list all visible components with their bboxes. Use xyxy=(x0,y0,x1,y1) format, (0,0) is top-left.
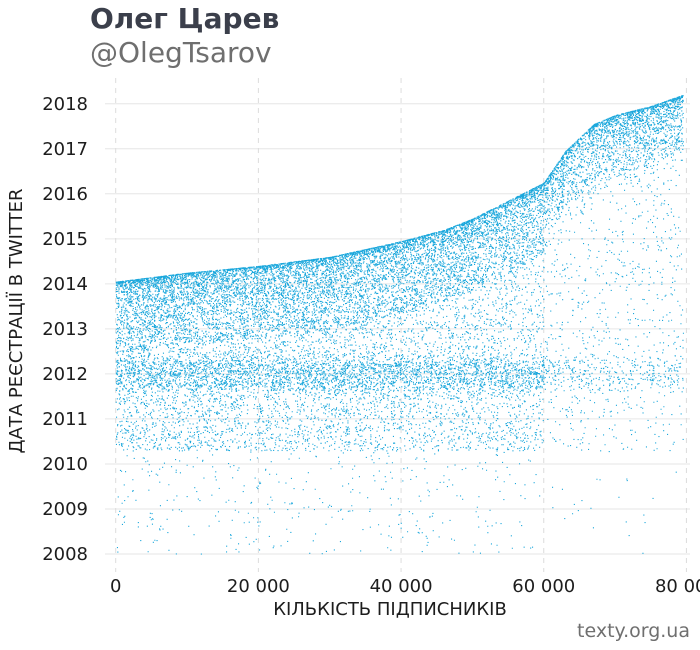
y-tick-label: 2017 xyxy=(42,139,88,160)
y-tick-label: 2015 xyxy=(42,229,88,250)
source-credit: texty.org.ua xyxy=(577,620,690,642)
chart-subtitle: @OlegTsarov xyxy=(90,36,272,69)
x-tick-label: 0 xyxy=(110,576,121,597)
y-tick-label: 2012 xyxy=(42,364,88,385)
scatter-points xyxy=(115,95,684,555)
y-tick-label: 2016 xyxy=(42,184,88,205)
y-tick-label: 2009 xyxy=(42,499,88,520)
y-axis-title: ДАТА РЕЄСТРАЦІЇ В TWITTER xyxy=(6,189,27,454)
y-axis-ticks: 2008 2009 2010 2011 2012 2013 2014 2015 2016 2017… xyxy=(42,94,88,565)
y-tick-label: 2013 xyxy=(42,319,88,340)
data-points xyxy=(115,95,684,555)
chart-title: Олег Царев xyxy=(90,2,280,35)
y-tick-label: 2014 xyxy=(42,274,88,295)
y-tick-label: 2008 xyxy=(42,544,88,565)
x-tick-label: 40 000 xyxy=(370,576,433,597)
x-tick-label: 20 000 xyxy=(227,576,290,597)
y-tick-label: 2010 xyxy=(42,454,88,475)
x-tick-label: 60 000 xyxy=(512,576,575,597)
x-axis-ticks: 0 20 000 40 000 60 000 80 000 xyxy=(110,576,700,597)
x-tick-label: 80 000 xyxy=(655,576,700,597)
grid-lines xyxy=(105,78,690,572)
x-axis-title: КІЛЬКІСТЬ ПІДПИСНИКІВ xyxy=(273,599,507,620)
y-tick-label: 2018 xyxy=(42,94,88,115)
y-tick-label: 2011 xyxy=(42,409,88,430)
